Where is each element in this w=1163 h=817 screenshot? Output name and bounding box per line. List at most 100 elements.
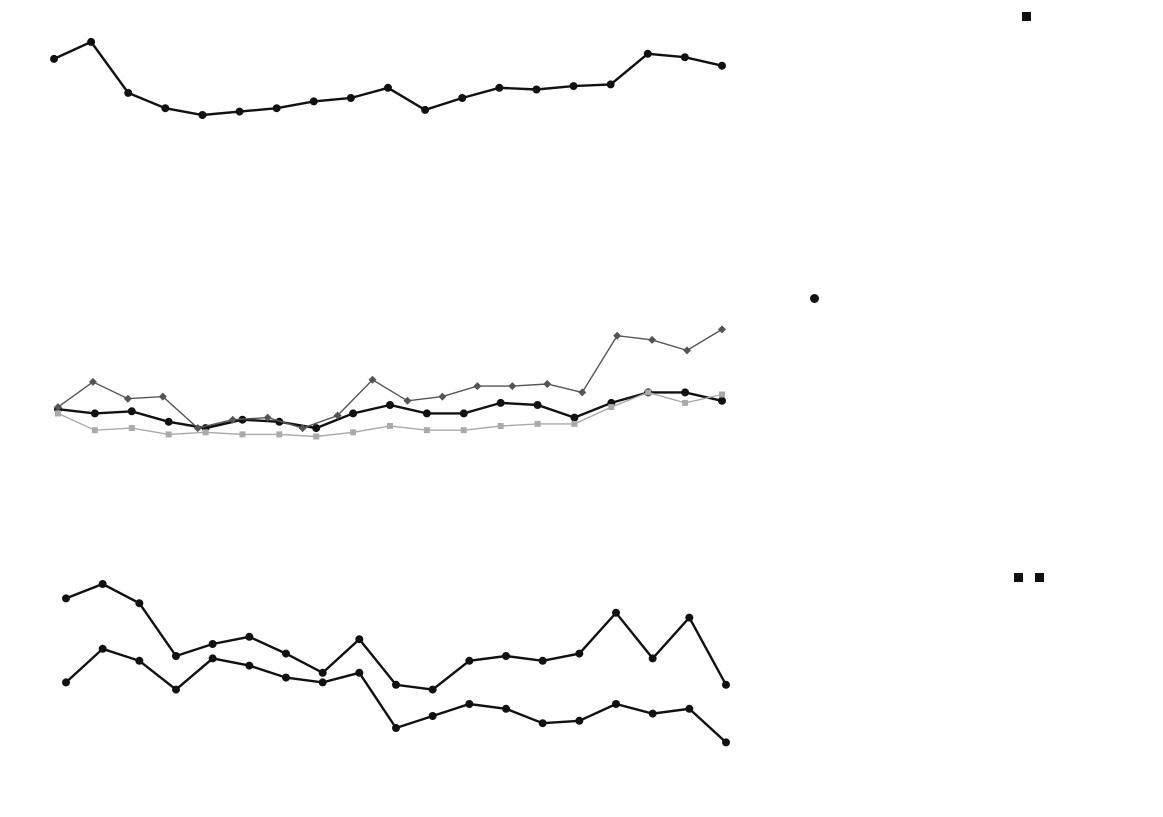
data-point xyxy=(460,427,467,434)
data-point xyxy=(346,94,355,102)
data-point xyxy=(91,427,98,434)
data-point xyxy=(62,594,70,603)
data-point xyxy=(368,375,377,384)
data-point xyxy=(648,335,657,344)
data-point xyxy=(681,388,690,397)
data-point xyxy=(719,391,725,398)
data-point xyxy=(459,409,468,418)
data-point xyxy=(193,424,202,433)
data-point xyxy=(172,652,180,660)
data-point xyxy=(98,644,107,653)
data-point xyxy=(355,635,364,644)
data-point xyxy=(680,53,689,62)
data-point xyxy=(235,107,244,116)
data-point xyxy=(497,423,504,429)
data-point xyxy=(612,700,620,708)
data-point xyxy=(718,61,726,70)
data-point xyxy=(575,649,584,658)
data-point xyxy=(272,104,281,113)
data-point xyxy=(422,409,431,418)
data-point xyxy=(387,423,393,429)
data-point xyxy=(502,704,510,713)
data-point xyxy=(508,382,517,391)
data-point xyxy=(245,632,254,641)
data-point xyxy=(403,396,412,405)
data-point xyxy=(575,716,584,725)
data-point xyxy=(683,346,692,355)
data-point xyxy=(333,411,342,420)
data-point xyxy=(571,420,578,427)
data-point xyxy=(613,331,622,340)
data-point xyxy=(127,407,136,416)
data-point xyxy=(458,94,467,102)
data-point xyxy=(124,88,133,97)
chart-panel-top xyxy=(50,37,726,119)
data-point xyxy=(685,704,694,713)
series-line xyxy=(65,582,728,691)
data-point xyxy=(543,380,552,388)
data-point xyxy=(318,668,327,677)
data-point xyxy=(386,401,394,409)
data-point xyxy=(198,111,207,119)
data-point xyxy=(428,712,437,720)
data-point xyxy=(384,83,392,92)
data-point xyxy=(495,83,504,92)
data-point xyxy=(608,404,615,411)
data-point xyxy=(533,401,542,409)
data-point xyxy=(648,709,657,718)
data-point xyxy=(421,105,430,114)
data-point xyxy=(423,427,430,434)
data-point xyxy=(245,661,254,670)
data-point xyxy=(578,388,587,397)
data-point xyxy=(208,640,217,648)
data-point xyxy=(718,396,726,405)
square-marker-icon xyxy=(1035,573,1044,582)
data-point xyxy=(502,652,510,660)
data-point xyxy=(50,54,58,63)
square-marker-icon xyxy=(1022,12,1031,21)
legend-top xyxy=(1022,12,1037,21)
data-point xyxy=(612,608,620,617)
data-point xyxy=(98,580,107,588)
data-point xyxy=(722,680,730,689)
series-line xyxy=(53,40,723,117)
data-point xyxy=(392,680,400,689)
data-point xyxy=(135,656,144,665)
circle-marker-icon xyxy=(810,294,819,303)
data-point xyxy=(128,425,135,432)
data-point xyxy=(318,678,327,687)
data-point xyxy=(465,656,474,665)
data-point xyxy=(172,685,180,694)
data-point xyxy=(355,668,364,677)
square-marker-icon xyxy=(1014,573,1023,582)
data-point xyxy=(88,377,97,386)
series-line xyxy=(57,328,723,429)
data-point xyxy=(392,724,400,732)
data-point xyxy=(350,429,357,436)
data-point xyxy=(349,409,358,418)
data-point xyxy=(276,431,283,438)
legend-bottom xyxy=(1014,573,1050,582)
data-point xyxy=(473,382,482,391)
data-point xyxy=(135,599,144,608)
data-point xyxy=(123,394,132,403)
data-point xyxy=(282,673,290,682)
data-point xyxy=(62,678,70,687)
data-point xyxy=(87,37,96,46)
data-point xyxy=(438,392,447,401)
data-point xyxy=(158,392,167,401)
data-point xyxy=(90,409,99,418)
data-point xyxy=(496,398,505,407)
data-point xyxy=(570,413,579,422)
data-point xyxy=(569,82,578,91)
data-point xyxy=(428,685,437,694)
data-point xyxy=(538,656,547,665)
data-point xyxy=(606,80,615,89)
data-point xyxy=(55,410,61,417)
data-point xyxy=(645,389,652,396)
data-point xyxy=(532,85,541,94)
data-point xyxy=(643,49,652,58)
data-point xyxy=(312,424,321,433)
chart-panel-middle xyxy=(54,325,726,440)
